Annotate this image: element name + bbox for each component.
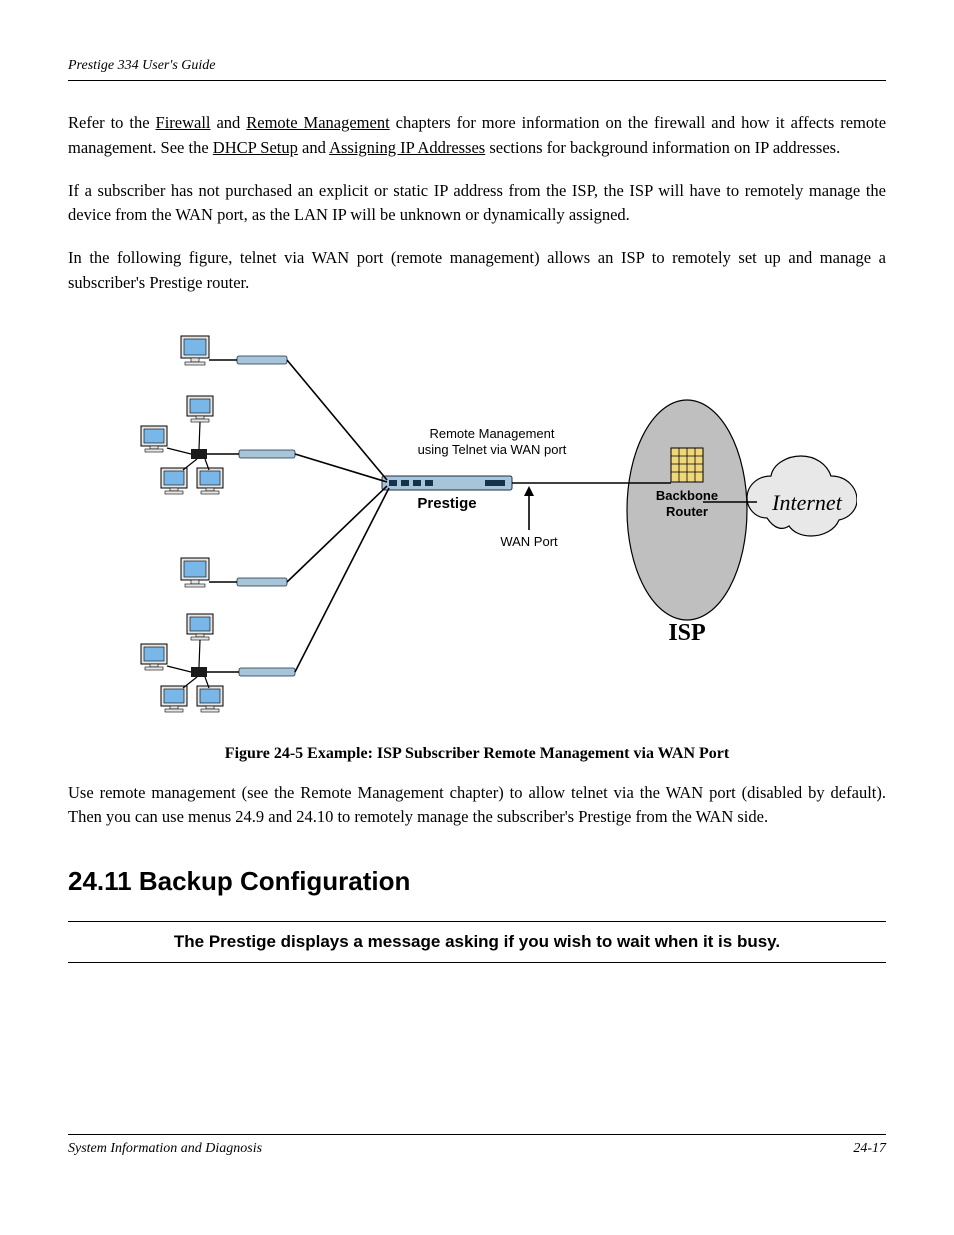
backbone-label-l1: Backbone <box>656 488 718 503</box>
note-text: The Prestige displays a message asking i… <box>174 932 780 951</box>
paragraph-1: Refer to the Firewall and Remote Managem… <box>68 111 886 161</box>
header-left: Prestige 334 User's Guide <box>68 58 216 74</box>
p1-seg-d: and <box>298 138 329 157</box>
page-footer: System Information and Diagnosis 24-17 <box>68 1134 886 1157</box>
link-assigning-ip[interactable]: Assigning IP Addresses <box>329 138 485 157</box>
isp-label: ISP <box>668 620 705 646</box>
wan-port-label: WAN Port <box>500 534 558 549</box>
prestige-router-icon: Prestige <box>382 476 512 512</box>
footer-right: 24-17 <box>853 1141 886 1157</box>
isp-cloud: ISP <box>627 400 747 646</box>
figure-caption: Figure 24-5 Example: ISP Subscriber Remo… <box>68 745 886 763</box>
p1-seg-e: sections for background information on I… <box>485 138 840 157</box>
footer-left: System Information and Diagnosis <box>68 1141 262 1157</box>
backbone-label-l2: Router <box>666 504 708 519</box>
link-sub2-prestige <box>295 454 387 482</box>
subscriber-3 <box>181 558 287 587</box>
header-rule <box>68 80 886 81</box>
subscriber-2 <box>141 396 295 494</box>
network-diagram: ISP Internet Backbone Router <box>97 330 857 730</box>
p1-seg-a: Refer to the <box>68 113 156 132</box>
wan-port-arrow: WAN Port <box>500 486 558 549</box>
link-dhcp-setup[interactable]: DHCP Setup <box>213 138 298 157</box>
body-text: Refer to the Firewall and Remote Managem… <box>68 111 886 296</box>
link-sub4-prestige <box>295 488 389 672</box>
figure: ISP Internet Backbone Router <box>68 330 886 763</box>
p1-seg-b: and <box>211 113 247 132</box>
paragraph-4: Use remote management (see the Remote Ma… <box>68 781 886 831</box>
internet-label: Internet <box>771 490 843 515</box>
link-firewall[interactable]: Firewall <box>156 113 211 132</box>
link-sub3-prestige <box>287 486 387 582</box>
telnet-label-l2: using Telnet via WAN port <box>418 442 567 457</box>
paragraph-2: If a subscriber has not purchased an exp… <box>68 179 886 229</box>
note-box: The Prestige displays a message asking i… <box>68 921 886 963</box>
subscriber-1 <box>181 336 287 365</box>
telnet-label-l1: Remote Management <box>429 426 554 441</box>
prestige-label: Prestige <box>417 495 476 512</box>
link-remote-management[interactable]: Remote Management <box>246 113 389 132</box>
footer-rule <box>68 1134 886 1135</box>
body-text-2: Use remote management (see the Remote Ma… <box>68 781 886 831</box>
internet-cloud: Internet <box>747 456 857 536</box>
subscriber-4 <box>141 614 295 712</box>
paragraph-3: In the following figure, telnet via WAN … <box>68 246 886 296</box>
section-heading: 24.11 Backup Configuration <box>68 866 886 897</box>
link-sub1-prestige <box>287 360 387 480</box>
